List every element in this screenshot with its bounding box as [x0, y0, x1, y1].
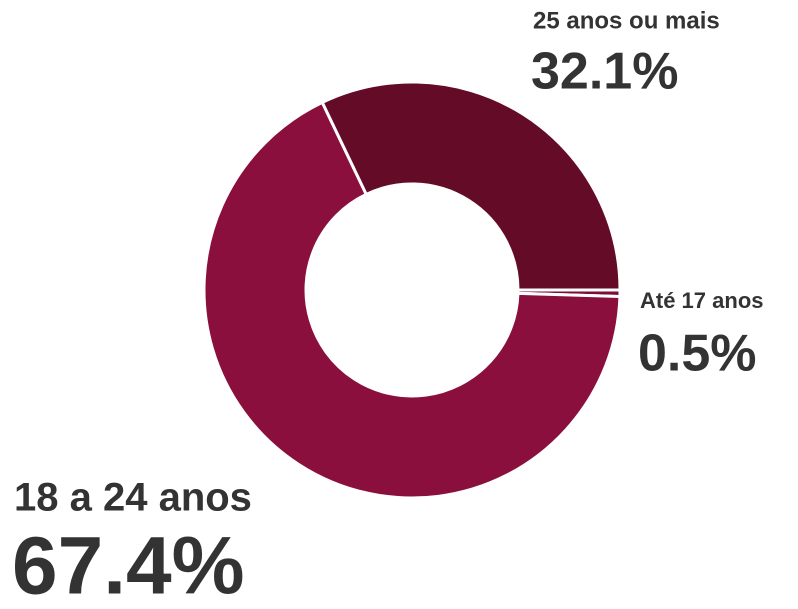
segment-value: 67.4% — [12, 521, 245, 609]
donut-segment — [320, 80, 622, 292]
segment-label: Até 17 anos — [640, 288, 764, 313]
segment-value: 32.1% — [531, 43, 678, 101]
donut-segment — [202, 100, 622, 500]
segment-label: 25 anos ou mais — [533, 7, 720, 34]
segment-value: 0.5% — [638, 325, 757, 383]
segment-label: 18 a 24 anos — [14, 476, 252, 520]
